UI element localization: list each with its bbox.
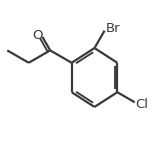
Text: Br: Br [105, 22, 120, 35]
Text: O: O [32, 29, 42, 42]
Text: Cl: Cl [136, 98, 149, 111]
